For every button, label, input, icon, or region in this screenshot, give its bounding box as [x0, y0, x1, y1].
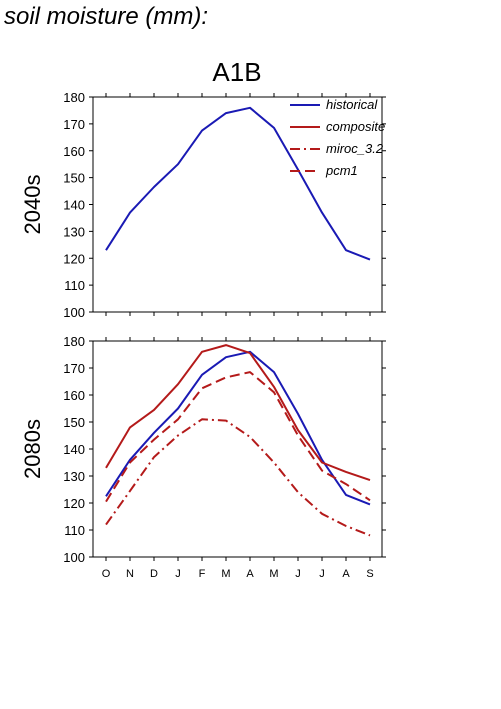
y-tick-label: 140	[63, 198, 85, 213]
x-tick-label: J	[319, 568, 325, 580]
y-tick-label: 110	[64, 278, 85, 293]
legend-label-historical: historical	[326, 97, 378, 112]
x-tick-label: S	[366, 568, 373, 580]
legend-label-miroc_3.2: miroc_3.2	[326, 141, 384, 156]
y-tick-label: 140	[63, 442, 85, 457]
series-line-composite	[105, 344, 371, 482]
y-tick-label: 130	[63, 469, 85, 484]
series-line-miroc_3.2	[105, 418, 371, 537]
series-line-historical	[105, 350, 371, 506]
panel-2080s: 100 110 120 130 140 150 160 170 180 O N D J F M A M J J A S 2…	[20, 334, 386, 580]
x-tick-label: A	[246, 568, 254, 580]
y-tick-label: 150	[63, 171, 85, 186]
series-line-historical	[105, 106, 371, 261]
x-tick-label: N	[126, 568, 134, 580]
y-tick-label: 120	[63, 251, 85, 266]
y-tick-label: 120	[63, 496, 85, 511]
x-tick-label: J	[175, 568, 181, 580]
y-tick-label: 160	[63, 144, 85, 159]
y-tick-label: 170	[63, 361, 85, 376]
series-line-pcm1	[105, 371, 371, 503]
x-tick-label: M	[221, 568, 230, 580]
x-tick-label: O	[102, 568, 111, 580]
y-tick-label: 180	[63, 90, 85, 105]
y-tick-label: 130	[63, 224, 85, 239]
panel-label-2040s: 2040s	[20, 175, 45, 235]
x-tick-label: A	[342, 568, 350, 580]
y-tick-label: 100	[63, 305, 85, 320]
page-title: soil moisture (mm):	[4, 3, 209, 30]
y-tick-label: 160	[63, 388, 85, 403]
scenario-title: A1B	[212, 57, 261, 87]
y-tick-label: 180	[63, 334, 85, 349]
y-tick-label: 110	[64, 523, 85, 538]
x-tick-label: M	[269, 568, 278, 580]
legend-label-pcm1: pcm1	[325, 163, 358, 178]
legend-label-composite: composite	[326, 119, 385, 134]
y-tick-label: 170	[63, 117, 85, 132]
plot-frame	[92, 340, 383, 558]
x-tick-label: J	[295, 568, 301, 580]
y-tick-label: 150	[63, 415, 85, 430]
panel-label-2080s: 2080s	[20, 419, 45, 479]
y-tick-label: 100	[63, 550, 85, 565]
x-tick-label: F	[199, 568, 206, 580]
panel-2040s: 100 110 120 130 140 150 160 170 180 2040s historic…	[20, 90, 386, 320]
x-tick-label: D	[150, 568, 158, 580]
